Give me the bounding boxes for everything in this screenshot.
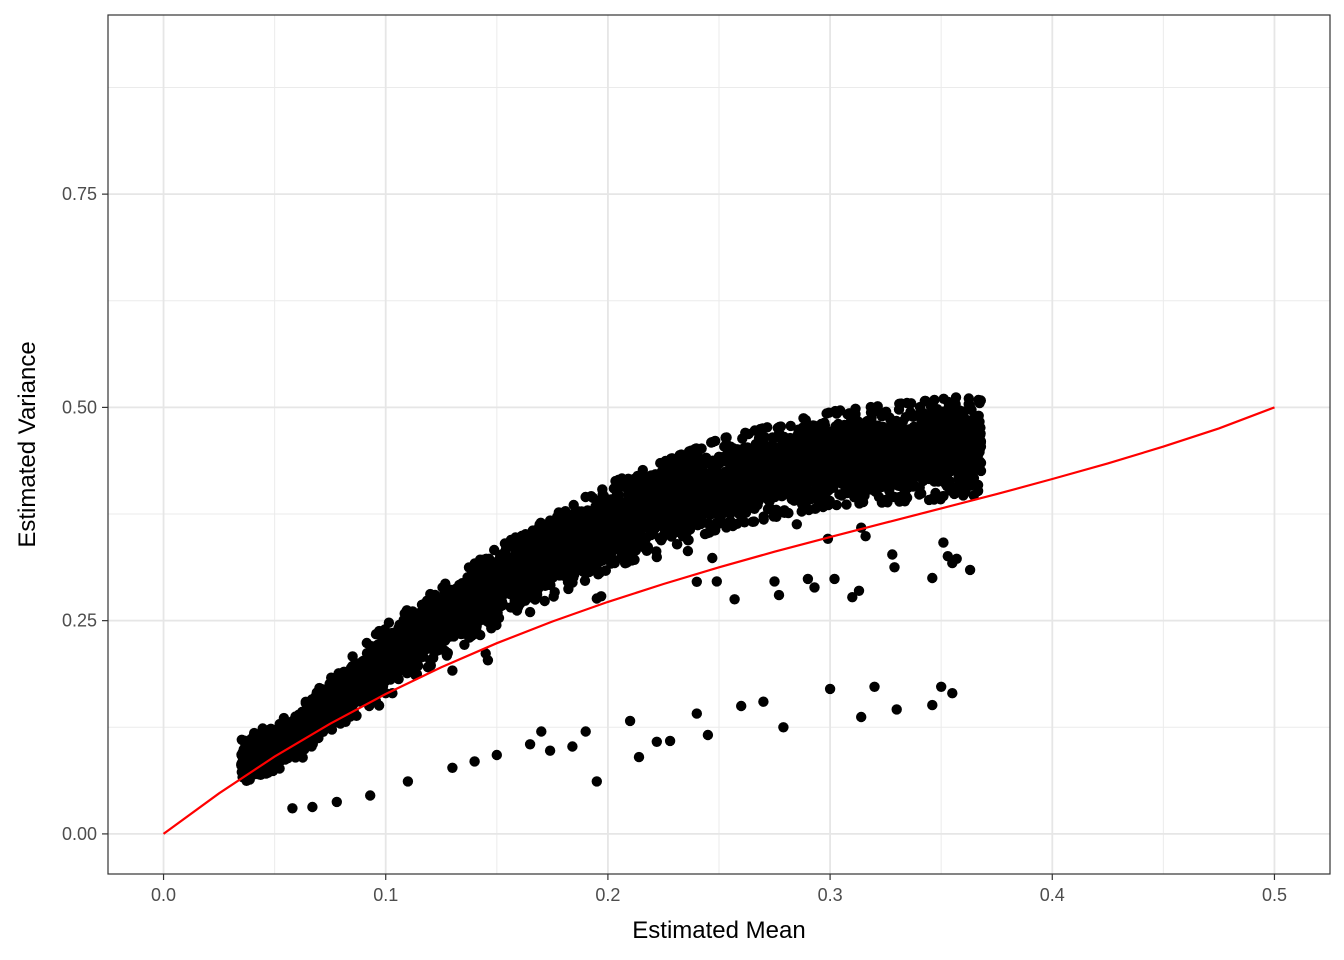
data-point [916, 488, 927, 499]
data-point [440, 578, 451, 589]
data-point [841, 499, 852, 510]
data-point [930, 487, 941, 499]
data-point [656, 466, 667, 478]
data-point [749, 425, 760, 436]
data-point [832, 423, 844, 435]
data-point [747, 516, 758, 527]
data-point [691, 443, 702, 454]
data-point [347, 651, 358, 662]
data-point [975, 395, 986, 406]
data-point [370, 629, 382, 640]
data-point [758, 511, 769, 522]
data-point [968, 490, 979, 501]
data-point [706, 437, 717, 448]
data-point [563, 583, 574, 595]
data-point [880, 494, 891, 506]
data-point [383, 617, 395, 628]
data-point [963, 393, 974, 404]
data-point [535, 517, 546, 528]
data-point [579, 575, 591, 586]
data-point [963, 403, 974, 415]
data-point [768, 511, 779, 522]
data-point [901, 397, 913, 409]
data-points [236, 392, 987, 814]
data-point [609, 557, 620, 569]
grid-minor [108, 15, 1330, 874]
data-point [472, 563, 483, 574]
data-point [854, 498, 865, 509]
data-point [783, 507, 794, 519]
data-point [905, 406, 916, 418]
grid-major [108, 15, 1330, 874]
data-point [463, 562, 475, 573]
data-point [798, 413, 809, 424]
data-point [975, 465, 987, 477]
data-point [830, 405, 841, 417]
data-point [597, 490, 609, 502]
data-point [681, 454, 692, 466]
data-point [821, 408, 832, 419]
data-point [785, 420, 796, 432]
data-point [899, 496, 911, 507]
data-point [297, 752, 308, 763]
data-point [608, 483, 620, 494]
data-point [949, 488, 960, 500]
data-point [689, 455, 700, 467]
data-point [487, 618, 498, 629]
data-point [641, 545, 652, 556]
